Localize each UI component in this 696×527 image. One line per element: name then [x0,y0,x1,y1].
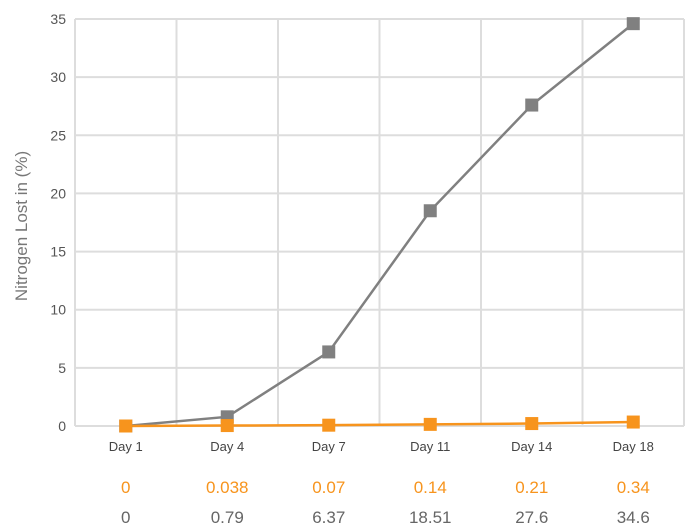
series-1-value-label: 0.038 [206,478,249,497]
series-0-value-label: 27.6 [515,508,548,527]
series-1-point [322,418,336,432]
series-1-point [423,417,437,431]
series-0-point [322,345,336,359]
x-category-label: Day 7 [312,439,346,454]
series-1-value-label: 0 [121,478,130,497]
series-1-value-label: 0.21 [515,478,548,497]
series-1-point [119,419,133,433]
y-axis-ticks: 0 5 10 15 20 25 30 35 [50,11,66,434]
y-tick-label: 30 [50,69,66,85]
series-line-0 [125,22,635,428]
x-category-label: Day 18 [613,439,654,454]
grid [74,18,685,427]
y-tick-label: 15 [50,244,66,260]
x-category-label: Day 4 [210,439,244,454]
series-1-value-label: 0.34 [617,478,650,497]
y-tick-label: 25 [50,127,66,143]
series-0-value-label: 0.79 [211,508,244,527]
series-1-point [626,415,640,429]
x-axis-categories: Day 1 Day 4 Day 7 Day 11 Day 14 Day 18 [109,439,654,454]
y-axis-label: Nitrogen Lost in (%) [12,151,31,301]
x-category-label: Day 14 [511,439,552,454]
y-tick-label: 5 [58,360,66,376]
y-tick-label: 0 [58,418,66,434]
x-category-label: Day 1 [109,439,143,454]
series-0-point [626,17,640,31]
series-0-point [423,204,437,218]
series-1-value-label: 0.07 [312,478,345,497]
series-0-value-label: 0 [121,508,130,527]
series-0-value-label: 6.37 [312,508,345,527]
series-0-point [525,98,539,112]
series-markers [119,17,640,433]
series-line-1 [125,420,634,428]
series-0-value-label: 34.6 [617,508,650,527]
series-1-value-label: 0.14 [414,478,447,497]
y-tick-label: 20 [50,185,66,201]
series-lines [125,22,635,428]
y-tick-label: 35 [50,11,66,27]
data-table: 0 0.038 0.07 0.14 0.21 0.34 0 0.79 6.37 18.51 27.6… [121,478,650,527]
series-1-point [220,419,234,433]
series-0-value-label: 18.51 [409,508,452,527]
y-tick-label: 10 [50,302,66,318]
series-1-point [525,417,539,431]
x-category-label: Day 11 [410,439,450,454]
